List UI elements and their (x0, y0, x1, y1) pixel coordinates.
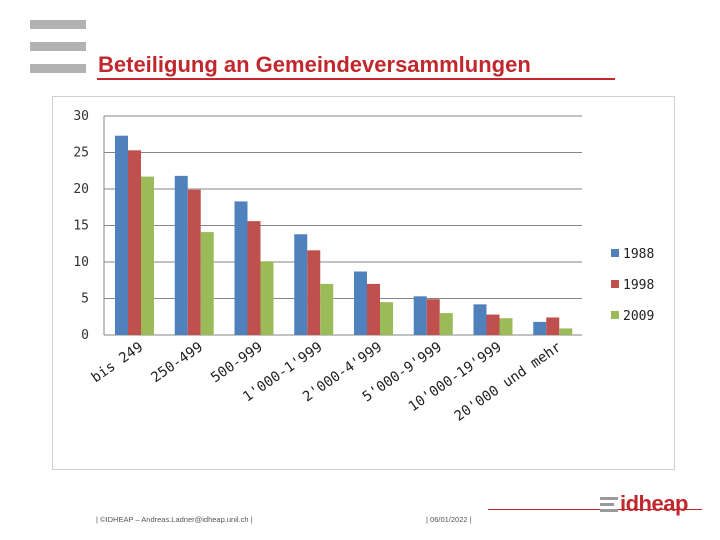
legend-swatch-1988 (611, 249, 619, 257)
logo-lines-icon (600, 497, 620, 517)
bar-1988 (533, 321, 547, 335)
x-tick-label: 20'000 und mehr (452, 339, 565, 425)
footer-rule (488, 509, 702, 510)
x-tick-label: 250-499 (148, 339, 206, 386)
bar-1998 (426, 299, 440, 335)
legend-swatch-1998 (611, 280, 619, 288)
bar-1998 (187, 189, 201, 335)
bar-2009 (499, 318, 513, 335)
slide-title: Beteiligung an Gemeindeversammlungen (98, 52, 531, 77)
title-rule (97, 78, 615, 80)
bar-1988 (413, 296, 427, 335)
y-tick-label: 30 (73, 109, 89, 124)
menu-icon (30, 20, 86, 76)
y-tick-label: 20 (73, 182, 89, 197)
legend-label-2009: 2009 (623, 309, 654, 324)
bar-1998 (307, 250, 321, 335)
bar-2009 (439, 313, 453, 335)
bar-1998 (546, 317, 560, 335)
footer-date: | 06/01/2022 | (426, 515, 472, 524)
y-tick-label: 10 (73, 255, 89, 270)
bar-1988 (115, 135, 128, 335)
chart-frame: 0 5 10 15 20 25 30 bis 249 250-499 500-999 1'000-1… (52, 96, 675, 470)
y-tick-label: 5 (81, 292, 89, 307)
bar-2009 (320, 283, 334, 335)
bar-2009 (141, 176, 154, 335)
footer-credit: | ©IDHEAP – Andreas.Ladner@idheap.unil.c… (96, 515, 253, 524)
y-tick-label: 0 (81, 328, 89, 343)
legend-label-1998: 1998 (623, 278, 654, 293)
bar-2009 (200, 232, 214, 335)
y-tick-label: 25 (73, 146, 89, 161)
bar-1988 (473, 304, 487, 335)
bar-1998 (486, 314, 500, 335)
logo-text: idheap (620, 491, 688, 516)
x-tick-label: bis 249 (89, 339, 147, 386)
bar-2009 (260, 261, 274, 335)
bar-1998 (128, 150, 141, 335)
bar-1988 (294, 234, 308, 335)
bar-1998 (247, 221, 261, 335)
bar-2009 (559, 328, 573, 335)
bar-1988 (174, 175, 188, 335)
legend-swatch-2009 (611, 311, 619, 319)
legend-label-1988: 1988 (623, 247, 654, 262)
bar-2009 (380, 302, 393, 335)
bar-1998 (367, 283, 380, 335)
bar-1988 (234, 201, 248, 335)
y-tick-label: 15 (73, 219, 89, 234)
bar-1988 (354, 271, 367, 335)
x-tick-label: 500-999 (208, 339, 266, 386)
idheap-logo: idheap (600, 491, 688, 519)
